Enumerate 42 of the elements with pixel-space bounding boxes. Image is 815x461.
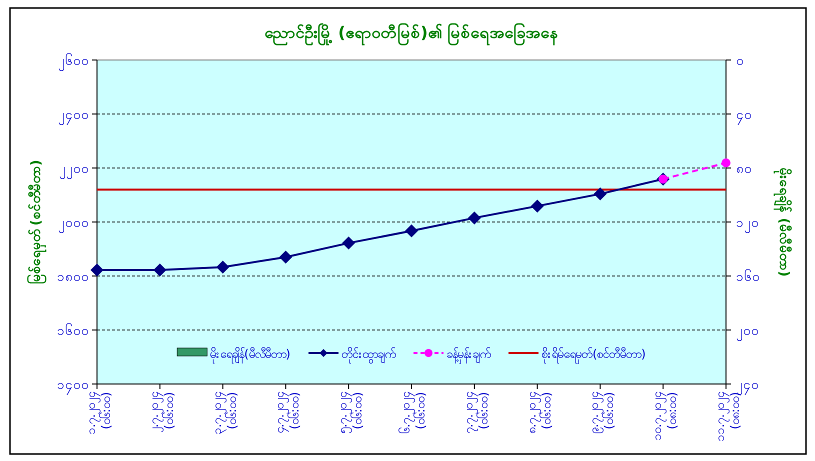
point (530, 200, 544, 213)
x-tick-label: ၂.၇.၂၀၂၄ (၀၆:၀၀) (146, 392, 176, 433)
y2-tick-label: ၁၂၀ (736, 216, 759, 233)
y2-tick-label: ၂၄၀ (736, 378, 759, 395)
x-tick-label: ၁၁.၇.၂၀၂၄ (၀၈:၀၀) (713, 392, 742, 442)
y-tick-label: ၂၄၀၀ (58, 108, 89, 125)
legend-label: ခန့်မှန်းချက် (446, 346, 490, 364)
y2-tick-label: ၁၆၀ (736, 269, 760, 285)
y2-tick-label: ၂၀၀ (736, 324, 759, 341)
y2-tick-label: ၈၀ (736, 162, 752, 177)
legend-label: စိုးရိမ်ရေမှတ်(စင်တီမီတာ) (542, 346, 646, 364)
y2-tick-label: ၄၀ (736, 108, 752, 125)
x-tick-label: ၈.၇.၂၀၂၄ (၀၆:၀၀) (524, 392, 554, 434)
point (722, 158, 730, 168)
chart-title: ညောင်ဦးမြို့ (ဧရာဝတီမြစ်)၏ မြစ်ရေအခြေအနေ (264, 22, 558, 46)
x-tick-label: ၁.၇.၂၀၂၄ (၀၆:၀၀) (84, 392, 113, 435)
y-tick-label: ၂၀၀၀ (58, 216, 89, 233)
y-tick-label: ၁၆၀၀ (57, 323, 89, 339)
x-tick-label: ၁၀.၇.၂၀၂၄ (၀၈:၀၀) (650, 392, 680, 441)
legend-label: မိုးရေချိန်(မီလီမီတာ) (210, 346, 290, 364)
y-tick-label: ၂၂၀၀ (59, 162, 89, 179)
point (468, 211, 481, 224)
x-tick-label: ၅.၇.၂၀၂၄ (၀၆:၀၀) (336, 392, 365, 434)
point (279, 250, 292, 264)
y2-axis-title: မိုးရေချိန် (မီလီမီတာ) (773, 167, 793, 277)
point (405, 224, 418, 238)
point (216, 260, 230, 274)
x-tick-label: ၃.၇.၂၀၂၄ (၀၆:၀၀) (210, 392, 239, 435)
point (594, 187, 607, 200)
x-tick-label: ၇.၇.၂၀၂၄ (၀၆:၀၀) (461, 392, 490, 434)
point (90, 264, 104, 277)
y-tick-label: ၁၄၀၀ (57, 378, 89, 395)
y2-tick-label: ၀ (736, 54, 744, 69)
point (342, 236, 356, 250)
x-tick-label: ၉.၇.၂၀၂၄ (၀၆:၀၀) (587, 392, 616, 434)
y-tick-label: ၂၆၀၀ (58, 53, 89, 71)
y-axis-title: မြစ်ရေမှတ် (စင်တီမီတာ) (26, 160, 47, 284)
x-tick-label: ၆.၇.၂၀၂၄ (၀၆:၀၀) (398, 392, 428, 434)
x-tick-label: ၄.၇.၂၀၂၄ (၀၆:၀၀) (272, 392, 302, 434)
point (153, 264, 166, 277)
y-tick-label: ၁၈၀၀ (57, 270, 89, 285)
legend-label: တိုင်းထွာချက် (342, 346, 396, 364)
